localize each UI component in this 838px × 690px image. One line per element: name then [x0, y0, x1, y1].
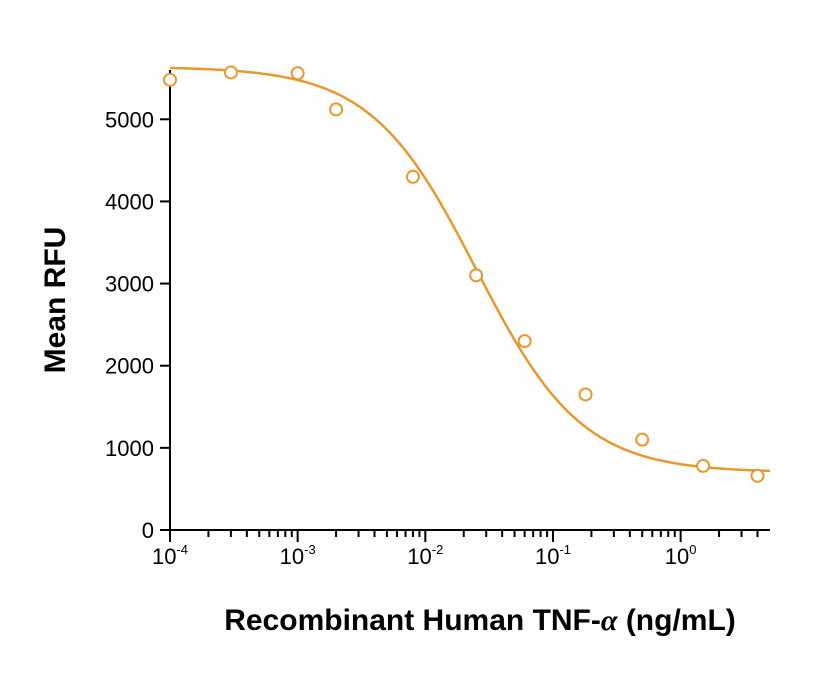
- data-point: [407, 171, 419, 183]
- x-axis-title: Recombinant Human TNF-α (ng/mL): [224, 604, 736, 637]
- y-tick-label: 2000: [105, 354, 154, 379]
- y-tick-label: 5000: [105, 107, 154, 132]
- data-point: [751, 470, 763, 482]
- y-axis-title: Mean RFU: [39, 227, 72, 374]
- dose-response-chart: 0 1000 2000 3000 4000 5000 10-4 10-3 10-2 10-1 100…: [0, 0, 838, 690]
- y-tick-label: 3000: [105, 272, 154, 297]
- x-tick-label: 10-2: [407, 542, 443, 569]
- chart-svg: 0 1000 2000 3000 4000 5000 10-4 10-3 10-2 10-1 100…: [0, 0, 838, 690]
- data-point: [292, 67, 304, 79]
- y-tick-label: 0: [142, 518, 154, 543]
- x-tick-label: 10-4: [152, 542, 188, 569]
- data-point: [580, 388, 592, 400]
- y-tick-label: 1000: [105, 436, 154, 461]
- data-point: [330, 103, 342, 115]
- data-point: [519, 335, 531, 347]
- fit-curve: [170, 68, 770, 471]
- x-tick-label: 10-3: [280, 542, 316, 569]
- data-point: [636, 434, 648, 446]
- x-tick-label: 100: [665, 542, 697, 569]
- data-point: [225, 66, 237, 78]
- data-point: [164, 74, 176, 86]
- data-point: [697, 460, 709, 472]
- y-tick-label: 4000: [105, 189, 154, 214]
- x-tick-label: 10-1: [535, 542, 571, 569]
- data-point: [470, 269, 482, 281]
- axes: [170, 70, 770, 530]
